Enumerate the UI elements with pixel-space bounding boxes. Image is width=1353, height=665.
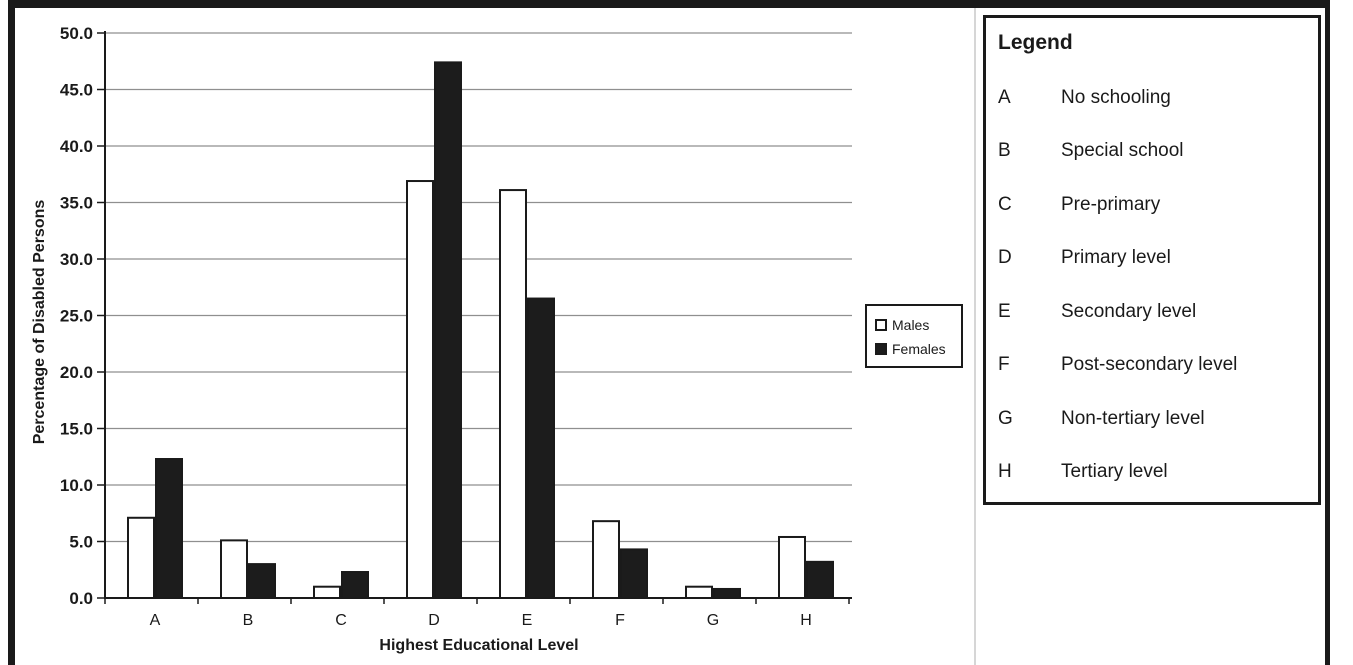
females-swatch-icon [875,343,887,355]
legend-key: B [998,140,1011,162]
bar-males-A [127,516,155,600]
y-tick-label: 20.0 [60,363,93,382]
series-legend-females: Females [875,337,961,361]
legend-label: Secondary level [1061,300,1197,322]
bar-females-D [434,61,462,599]
legend-label: Primary level [1061,247,1171,269]
legend-label: Special school [1061,140,1184,162]
males-swatch-icon [875,319,887,331]
legend-item-f: F Post-secondary level [998,339,1310,393]
y-tick-label: 10.0 [60,476,93,495]
legend-key: G [998,407,1013,429]
legend-key: E [998,300,1011,322]
category-label-B: B [243,612,254,629]
legend-item-h: H Tertiary level [998,446,1310,500]
bar-males-F [592,520,620,599]
y-axis-title: Percentage of Disabled Persons [31,199,48,445]
category-label-C: C [335,612,347,629]
chart-area-divider-line [974,8,976,665]
legend-key: C [998,193,1012,215]
legend-key: D [998,247,1012,269]
males-label: Males [892,317,930,333]
bar-chart: A B C D E F G H 0.0 5.0 10.0 15.0 20.0 25.0 30.0 35.0 40… [60,24,852,629]
bar-males-E [499,189,527,599]
bar-females-H [806,560,834,600]
legend-key: H [998,461,1012,483]
y-tick-label: 0.0 [69,589,93,608]
legend-label: Pre-primary [1061,193,1161,215]
legend-item-g: G Non-tertiary level [998,392,1310,446]
category-label-H: H [800,612,812,629]
y-tick-label: 40.0 [60,137,93,156]
category-label-D: D [428,612,440,629]
legend-item-a: A No schooling [998,71,1310,125]
bar-males-G [685,585,713,600]
legend-label: Tertiary level [1061,461,1168,483]
bar-females-G [713,587,741,600]
bar-males-H [778,535,806,599]
series-legend: Males Females [865,304,963,368]
legend-label: Non-tertiary level [1061,407,1205,429]
bar-females-C [341,571,369,600]
y-tick-label: 50.0 [60,24,93,43]
legend-item-e: E Secondary level [998,285,1310,339]
y-tick-label: 30.0 [60,250,93,269]
bar-females-B [248,563,276,599]
legend-box: Legend A No schooling B Special school C… [983,15,1321,505]
bar-males-C [313,585,341,600]
category-label-G: G [707,612,719,629]
legend-label: Post-secondary level [1061,354,1238,376]
category-label-E: E [522,612,533,629]
legend-key: A [998,86,1011,108]
bar-males-D [406,180,434,599]
bar-females-E [527,297,555,599]
legend-label: No schooling [1061,86,1171,108]
bar-females-F [620,548,648,599]
legend-key: F [998,354,1010,376]
series-legend-males: Males [875,313,961,337]
y-tick-label: 15.0 [60,420,93,439]
y-tick-label: 45.0 [60,81,93,100]
bar-females-A [155,458,183,600]
x-axis-title: Highest Educational Level [379,637,579,654]
bar-males-B [220,539,248,599]
y-tick-label: 5.0 [69,533,93,552]
category-label-A: A [150,612,161,629]
females-label: Females [892,341,946,357]
category-label-F: F [615,612,625,629]
y-tick-label: 35.0 [60,194,93,213]
legend-title: Legend [998,31,1073,54]
legend-item-d: D Primary level [998,232,1310,286]
legend-item-b: B Special school [998,125,1310,179]
legend-item-c: C Pre-primary [998,178,1310,232]
y-tick-label: 25.0 [60,307,93,326]
figure-border [8,0,1330,665]
